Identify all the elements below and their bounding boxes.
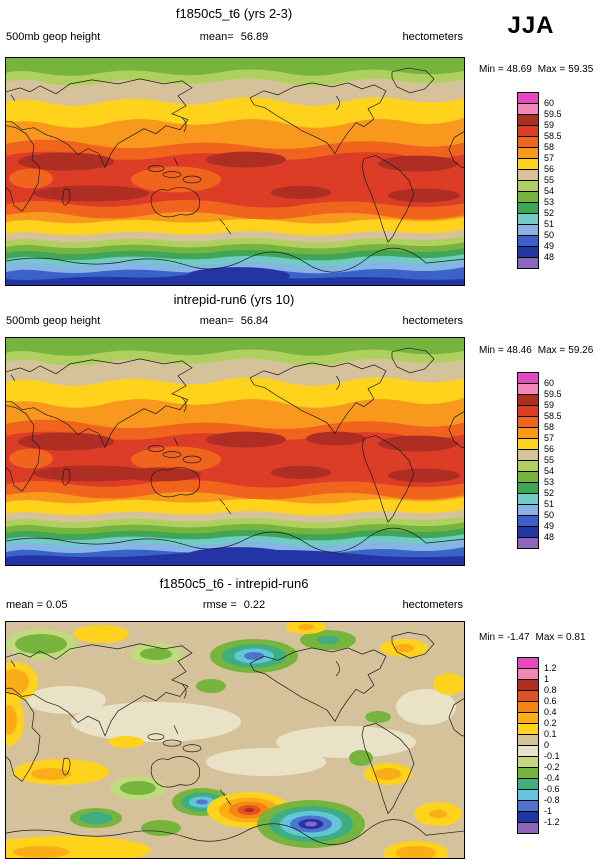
legend-label: 58.5 [544, 411, 562, 421]
legend-label: 60 [544, 378, 555, 388]
legend-label: 52 [544, 208, 555, 218]
panel3-colorbar: 1.2 1 0.8 0.6 0.4 0.2 0.1 0 -0.1 -0.2 -0.4 -0.6 -0.8… [517, 657, 589, 837]
legend-label: 0 [544, 740, 550, 750]
panel2-mean-value: 56.84 [240, 315, 269, 327]
legend-label: -1.2 [544, 817, 560, 827]
panel2-title: intrepid-run6 (yrs 10) [173, 292, 295, 307]
legend-label: 57 [544, 153, 555, 163]
legend-label: 58 [544, 142, 555, 152]
panel1-min-value: 48.69 [506, 64, 532, 75]
panel3-rmse-value: 0.22 [243, 599, 266, 611]
legend-label: 0.1 [544, 729, 557, 739]
legend-label: 53 [544, 197, 555, 207]
legend-label: 0.2 [544, 718, 557, 728]
panel3-rmse-label: rmse = [202, 599, 237, 611]
legend-swatch [517, 257, 539, 269]
panel2-mean: mean= 56.84 [200, 315, 268, 327]
panel2-max-label: Max = [537, 345, 566, 356]
contour-map-case1 [6, 58, 464, 285]
panel2-min-label: Min = [479, 345, 504, 356]
panel2-min-value: 48.46 [506, 345, 532, 356]
legend-label: 49 [544, 241, 555, 251]
legend-label: 0.4 [544, 707, 557, 717]
panel3-rmse: rmse = 0.22 [203, 599, 265, 611]
panel2-field-label: 500mb geop height [6, 315, 101, 327]
legend-label: 50 [544, 230, 555, 240]
panel1-header-row: 500mb geop height mean= 56.89 hectometers [5, 31, 463, 45]
legend-label: 56 [544, 164, 555, 174]
legend-label: 49 [544, 521, 555, 531]
panel2-minmax: Min = 48.46 Max = 59.26 [479, 345, 613, 356]
legend-label: 55 [544, 175, 555, 185]
legend-label: 58 [544, 422, 555, 432]
legend-label: -0.4 [544, 773, 560, 783]
legend-label: 59.5 [544, 389, 562, 399]
panel3-mean: mean = 0.05 [6, 599, 67, 611]
panel2-colorbar: 60 59.5 59 58.5 58 57 56 55 54 53 52 51 50 49 48 [517, 372, 589, 552]
legend-label: 60 [544, 98, 555, 108]
legend-label: 52 [544, 488, 555, 498]
legend-label: -0.6 [544, 784, 560, 794]
panel1-min-label: Min = [479, 64, 504, 75]
panel3-title: f1850c5_t6 - intrepid-run6 [159, 576, 309, 591]
legend-label: 0.8 [544, 685, 557, 695]
panel1-colorbar: 60 59.5 59 58.5 58 57 56 55 54 53 52 51 50 49 48 [517, 92, 589, 272]
legend-label: 59 [544, 120, 555, 130]
season-label: JJA [507, 12, 555, 39]
panel3-mean-label: mean = [6, 599, 43, 611]
panel1-units: hectometers [402, 31, 463, 43]
panel2-max-value: 59.26 [568, 345, 594, 356]
contour-map-case2 [6, 338, 464, 565]
legend-label: -0.1 [544, 751, 560, 761]
panel3-header-row: mean = 0.05 rmse = 0.22 hectometers [5, 599, 463, 613]
legend-label: 59 [544, 400, 555, 410]
legend-label: 58.5 [544, 131, 562, 141]
map-panel1 [5, 57, 465, 286]
legend-label: 1 [544, 674, 550, 684]
legend-label: 1.2 [544, 663, 557, 673]
panel1-max-label: Max = [537, 64, 566, 75]
legend-label: 54 [544, 466, 555, 476]
panel3-minmax: Min = -1.47 Max = 0.81 [479, 632, 613, 643]
legend-label: 56 [544, 444, 555, 454]
legend-label: -0.8 [544, 795, 560, 805]
map-panel3 [5, 621, 465, 859]
difference-map [6, 622, 464, 858]
near-zero-patches [26, 686, 456, 776]
legend-label: -0.2 [544, 762, 560, 772]
zonal-height-bands [6, 58, 464, 285]
panel2-units: hectometers [402, 315, 463, 327]
panel3-max-value: 0.81 [566, 632, 586, 643]
legend-label: 57 [544, 433, 555, 443]
legend-label: 51 [544, 499, 555, 509]
panel3-mean-value: 0.05 [46, 599, 68, 611]
legend-label: 55 [544, 455, 555, 465]
panel1-mean-label: mean= [199, 31, 234, 43]
panel3-min-value: -1.47 [506, 632, 530, 643]
map-panel2 [5, 337, 465, 566]
legend-label: -1 [544, 806, 553, 816]
legend-label: 54 [544, 186, 555, 196]
panel1-title: f1850c5_t6 (yrs 2-3) [175, 6, 293, 21]
panel1-max-value: 59.35 [568, 64, 594, 75]
panel1-field-label: 500mb geop height [6, 31, 101, 43]
panel2-mean-label: mean= [199, 315, 234, 327]
panel3-max-label: Max = [535, 632, 564, 643]
legend-label: 48 [544, 532, 555, 542]
panel2-header-row: 500mb geop height mean= 56.84 hectometers [5, 315, 463, 329]
panel1-mean: mean= 56.89 [200, 31, 268, 43]
panel1-mean-value: 56.89 [240, 31, 269, 43]
legend-label: 50 [544, 510, 555, 520]
legend-label: 0.6 [544, 696, 557, 706]
panel1-minmax: Min = 48.69 Max = 59.35 [479, 64, 613, 75]
legend-label: 59.5 [544, 109, 562, 119]
legend-swatch [517, 822, 539, 834]
legend-label: 51 [544, 219, 555, 229]
panel3-units: hectometers [402, 599, 463, 611]
legend-label: 53 [544, 477, 555, 487]
panel3-min-label: Min = [479, 632, 504, 643]
legend-label: 48 [544, 252, 555, 262]
legend-swatch [517, 537, 539, 549]
